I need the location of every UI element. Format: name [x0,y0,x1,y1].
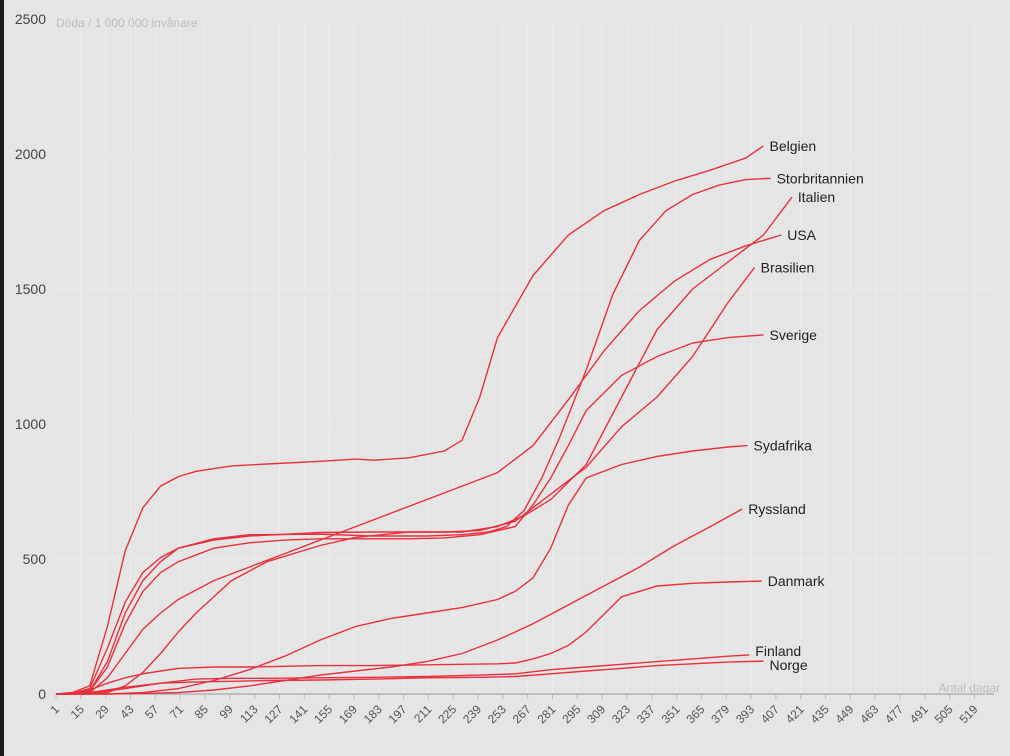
chart-area: 0 500 1000 1500 2000 2500 1 15 29 43 57 71 85 99 113 12… [4,0,1010,756]
x-tick-label: 15 [68,702,88,722]
x-axis-title: Antal dagar [939,681,1000,695]
x-tick-label: 491 [907,702,931,726]
x-tick-label: 463 [857,702,881,726]
x-tick-label: 393 [733,702,757,726]
series-line-danmark [55,580,762,695]
x-tick-label: 379 [708,702,732,726]
y-axis-title: Döda / 1 000 000 invånare [56,16,198,30]
series-line-brasilien [56,266,756,695]
y-tick-label: 2000 [15,146,46,162]
x-tick-label: 57 [142,702,162,722]
series-line-italien [55,196,793,695]
x-tick-label: 449 [832,702,856,726]
grid-lines [55,18,994,695]
x-tick-label: 267 [510,702,534,726]
x-tick-label: 85 [192,702,212,722]
line-chart: 0 500 1000 1500 2000 2500 1 15 29 43 57 71 85 99 113 12… [15,11,1000,726]
x-tick-label: 29 [92,702,112,722]
series-label-sydafrika: Sydafrika [754,438,813,454]
x-tick-label: 323 [609,702,633,726]
series-label-usa: USA [787,227,816,243]
series-line-ryssland [56,508,743,695]
x-tick-label: 435 [808,702,832,726]
series-label-danmark: Danmark [768,573,826,589]
series-label-finland: Finland [755,643,801,659]
axes: 0 500 1000 1500 2000 2500 1 15 29 43 57 71 85 99 113 12… [15,11,994,726]
x-tick-label: 141 [286,702,310,726]
series-labels: Belgien Storbritannien Italien USA Brasilien… [748,138,864,673]
series-label-italien: Italien [798,189,835,205]
x-tick-label: 309 [584,702,608,726]
x-tick-label: 519 [957,702,981,726]
series-line-norge [55,660,764,695]
series-label-brasilien: Brasilien [761,259,815,275]
y-tick-label: 500 [23,551,47,567]
series-line-sydafrika [56,444,748,695]
x-tick-label: 1 [47,702,62,717]
x-tick-label: 337 [634,702,658,726]
x-tick-label: 281 [535,702,559,726]
x-tick-label: 351 [659,702,683,726]
y-tick-label: 1500 [15,281,46,297]
series-line-usa [56,234,782,695]
x-tick-label: 477 [882,702,906,726]
y-tick-label: 2500 [15,11,46,27]
x-tick-label: 43 [117,702,137,722]
x-tick-label: 155 [311,702,335,726]
y-tick-label: 0 [38,686,46,702]
x-tick-label: 421 [783,702,807,726]
series-label-norge: Norge [769,657,807,673]
x-tick-label: 505 [932,702,956,726]
series-line-finland [55,654,750,695]
x-tick-label: 407 [758,702,782,726]
y-tick-label: 1000 [15,416,46,432]
series-line-sverige [56,334,764,695]
x-tick-label: 295 [559,702,583,726]
x-tick-label: 225 [435,702,459,726]
x-tick-label: 211 [411,702,435,726]
series-line-storbritannien [55,177,771,695]
series-lines [55,145,793,695]
series-label-sverige: Sverige [769,327,817,343]
series-label-ryssland: Ryssland [748,501,806,517]
x-tick-label: 365 [683,702,707,726]
series-label-belgien: Belgien [769,138,816,154]
x-tick-label: 169 [336,702,360,726]
x-tick-label: 183 [361,702,385,726]
x-tick-label: 99 [217,702,237,722]
x-tick-label: 127 [261,702,285,726]
x-tick-label: 253 [485,702,509,726]
series-label-storbritannien: Storbritannien [777,170,864,186]
x-tick-label: 197 [386,702,410,726]
x-tick-label: 239 [460,702,484,726]
x-tick-label: 113 [237,702,261,726]
x-tick-label: 71 [167,702,187,722]
series-line-belgien [55,145,764,695]
